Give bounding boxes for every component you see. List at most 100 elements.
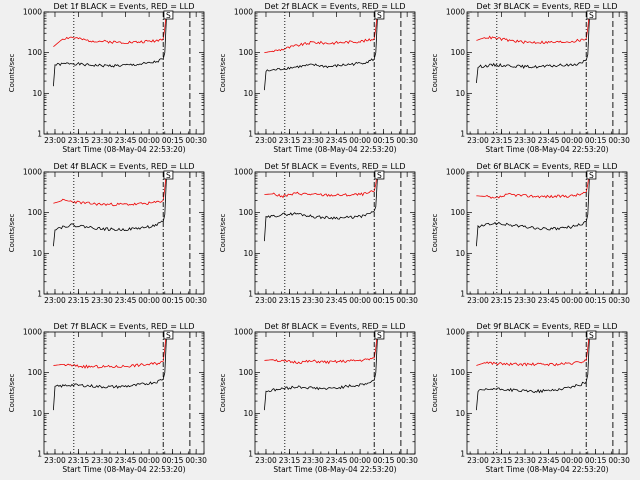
x-tick-label: 23:45 <box>326 456 348 465</box>
x-tick-label: 00:30 <box>608 296 630 305</box>
y-tick-label: 100 <box>28 368 43 377</box>
y-axis-label: Counts/sec <box>431 374 439 413</box>
x-tick-label: 23:30 <box>514 296 536 305</box>
y-tick-label: 1 <box>460 130 465 139</box>
x-tick-label: 00:30 <box>185 136 207 145</box>
saa-marker-label: S <box>166 11 171 20</box>
y-tick-label: 1 <box>248 290 253 299</box>
y-tick-label: 1000 <box>446 328 465 337</box>
y-tick-label: 1 <box>460 290 465 299</box>
y-tick-label: 1000 <box>234 168 253 177</box>
lld-series-line <box>53 171 167 207</box>
saa-marker-box <box>163 170 174 180</box>
x-tick-label: 00:15 <box>162 456 184 465</box>
y-tick-label: 1000 <box>234 328 253 337</box>
x-tick-label: 23:45 <box>538 456 560 465</box>
chart-title: Det 2f BLACK = Events, RED = LLD <box>264 2 405 11</box>
events-series-line <box>476 178 590 247</box>
x-tick-label: 00:15 <box>162 296 184 305</box>
y-tick-label: 1 <box>460 450 465 459</box>
x-tick-label: 00:00 <box>349 136 371 145</box>
x-tick-label: 23:15 <box>68 456 90 465</box>
x-tick-label: 23:30 <box>91 456 113 465</box>
x-tick-label: 23:15 <box>279 136 301 145</box>
saa-marker-label: S <box>589 11 594 20</box>
detector-chart-7: Det 7f BLACK = Events, RED = LLD 1 10 100 10… <box>8 322 207 474</box>
chart-title: Det 4f BLACK = Events, RED = LLD <box>53 162 194 171</box>
x-axis-label: Start Time (08-May-04 22:53:20) <box>62 465 185 474</box>
plot-frame <box>466 331 628 455</box>
detector-chart-4: Det 4f BLACK = Events, RED = LLD 1 10 100 10… <box>8 162 207 305</box>
y-tick-label: 10 <box>455 89 465 98</box>
x-tick-label: 23:30 <box>514 456 536 465</box>
x-tick-label: 23:00 <box>255 296 277 305</box>
x-tick-label: 23:00 <box>255 136 277 145</box>
events-series-line <box>53 18 167 87</box>
y-tick-label: 1000 <box>23 168 42 177</box>
x-tick-label: 23:30 <box>514 136 536 145</box>
chart-title: Det 3f BLACK = Events, RED = LLD <box>476 2 617 11</box>
saa-marker-label: S <box>166 331 171 340</box>
x-tick-label: 23:00 <box>44 296 66 305</box>
x-tick-label: 23:45 <box>538 136 560 145</box>
saa-marker-label: S <box>589 171 594 180</box>
detector-chart-6: Det 6f BLACK = Events, RED = LLD 1 10 100 10… <box>431 162 630 305</box>
lld-series-line <box>476 171 590 199</box>
y-axis-label: Counts/sec <box>8 54 16 93</box>
y-tick-label: 10 <box>243 249 253 258</box>
y-tick-label: 100 <box>451 208 466 217</box>
x-tick-label: 00:00 <box>561 456 583 465</box>
x-tick-label: 23:15 <box>491 296 513 305</box>
detector-chart-1: Det 1f BLACK = Events, RED = LLD 1 10 100 10… <box>8 2 207 154</box>
saa-marker-label: S <box>377 11 382 20</box>
chart-title: Det 9f BLACK = Events, RED = LLD <box>476 322 617 331</box>
saa-marker-box <box>586 170 597 180</box>
y-tick-label: 10 <box>455 409 465 418</box>
x-tick-label: 23:15 <box>279 456 301 465</box>
saa-marker-box <box>163 330 174 340</box>
plot-frame <box>254 171 416 295</box>
y-axis-label: Counts/sec <box>8 214 16 253</box>
y-tick-label: 1 <box>37 130 42 139</box>
x-tick-label: 00:00 <box>561 296 583 305</box>
y-tick-label: 10 <box>243 409 253 418</box>
x-tick-label: 00:00 <box>349 296 371 305</box>
x-tick-label: 00:00 <box>138 296 160 305</box>
detector-chart-2: Det 2f BLACK = Events, RED = LLD 1 10 100 10… <box>219 2 418 154</box>
saa-marker-box <box>374 10 385 20</box>
plot-frame <box>254 11 416 135</box>
x-tick-label: 23:45 <box>115 136 137 145</box>
x-tick-label: 00:30 <box>608 136 630 145</box>
detector-chart-9: Det 9f BLACK = Events, RED = LLD 1 10 100 10… <box>431 322 630 474</box>
y-tick-label: 100 <box>451 368 466 377</box>
x-tick-label: 23:00 <box>467 296 489 305</box>
x-tick-label: 00:30 <box>396 136 418 145</box>
chart-title: Det 5f BLACK = Events, RED = LLD <box>264 162 405 171</box>
y-tick-label: 1000 <box>234 8 253 17</box>
x-tick-label: 23:00 <box>44 136 66 145</box>
saa-marker-label: S <box>589 331 594 340</box>
events-series-line <box>264 338 378 411</box>
x-tick-label: 23:30 <box>302 296 324 305</box>
x-tick-label: 00:15 <box>373 456 395 465</box>
events-series-line <box>53 338 167 411</box>
events-series-line <box>264 178 378 242</box>
x-tick-label: 00:15 <box>373 136 395 145</box>
detector-chart-5: Det 5f BLACK = Events, RED = LLD 1 10 100 10… <box>219 162 418 305</box>
y-tick-label: 100 <box>239 368 254 377</box>
y-tick-label: 1 <box>37 450 42 459</box>
x-axis-label: Start Time (08-May-04 22:53:20) <box>485 145 608 154</box>
y-axis-label: Counts/sec <box>431 54 439 93</box>
y-axis-label: Counts/sec <box>219 54 227 93</box>
chart-title: Det 6f BLACK = Events, RED = LLD <box>476 162 617 171</box>
detector-chart-8: Det 8f BLACK = Events, RED = LLD 1 10 100 10… <box>219 322 418 474</box>
plot-frame <box>43 171 205 295</box>
y-tick-label: 10 <box>455 249 465 258</box>
plot-frame <box>466 11 628 135</box>
y-tick-label: 1000 <box>446 8 465 17</box>
saa-marker-box <box>374 170 385 180</box>
x-tick-label: 23:15 <box>68 136 90 145</box>
y-tick-label: 1000 <box>23 328 42 337</box>
x-tick-label: 23:30 <box>302 136 324 145</box>
